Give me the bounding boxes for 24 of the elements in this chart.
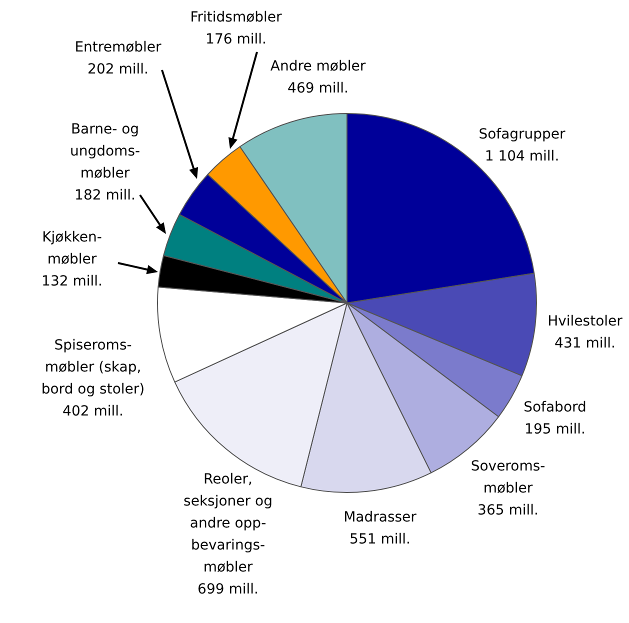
data-label: 1 104 mill. [484, 148, 560, 165]
slice-label: Soveroms- møbler [470, 458, 546, 497]
slice-label: Spiseroms- møbler (skap, bord og stoler) [41, 338, 145, 398]
data-label: 402 mill. [62, 404, 124, 420]
data-label: 176 mill. [206, 32, 266, 48]
slice-label: Sofabord [524, 400, 586, 416]
data-label: 551 mill. [350, 532, 410, 548]
slice-label: Madrasser [344, 510, 417, 526]
slice-label: Kjøkken- møbler [42, 230, 102, 268]
slice-label: Fritidsmøbler [190, 10, 282, 26]
data-label: 132 mill. [42, 274, 102, 290]
slice-label: Barne- og ungdoms- møbler [70, 122, 140, 182]
slice-label: Reoler, seksjoner og andre opp- bevarings- møbler [184, 472, 272, 576]
slice-label: Andre møbler [270, 58, 366, 75]
data-label: 202 mill. [88, 62, 148, 78]
data-label: 365 mill. [478, 502, 538, 519]
slice-label: Entremøbler [74, 40, 162, 56]
data-label: 182 mill. [74, 188, 136, 204]
slice-label: Sofagrupper [478, 126, 566, 143]
data-label: 699 mill. [198, 582, 258, 598]
data-label: 195 mill. [524, 422, 586, 438]
slice-label: Hvilestoler [548, 314, 623, 330]
data-label: 431 mill. [554, 336, 616, 352]
data-label: 469 mill. [288, 80, 348, 97]
